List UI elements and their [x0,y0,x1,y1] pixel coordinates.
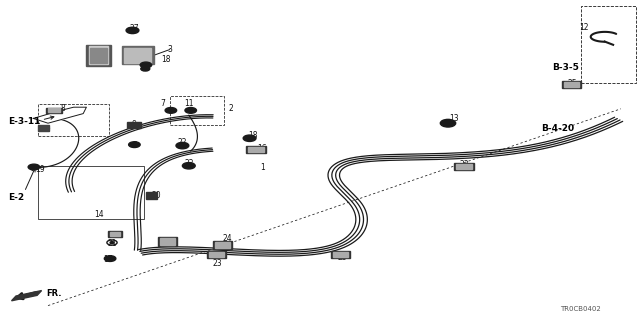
Bar [38,166,144,219]
Text: 4: 4 [92,47,97,56]
Bar [110,232,120,236]
Bar [122,46,154,64]
Bar [333,252,348,257]
Text: 18: 18 [162,55,171,64]
Bar [170,96,224,125]
Bar [564,82,579,87]
Circle shape [176,142,189,149]
Bar [160,238,175,245]
Circle shape [126,27,139,34]
Text: 19: 19 [35,165,45,174]
Text: 27: 27 [129,24,140,33]
Text: 7: 7 [161,100,166,108]
Bar [158,237,177,246]
Text: 9: 9 [132,120,137,129]
Text: 13: 13 [449,114,460,123]
Text: 23: 23 [459,160,469,169]
Circle shape [129,142,140,148]
Circle shape [182,163,195,169]
Circle shape [140,62,152,68]
Bar [581,6,636,83]
Text: 11: 11 [184,100,193,108]
Bar [456,164,472,169]
Circle shape [104,256,116,261]
Text: 24: 24 [222,234,232,243]
Text: TR0CB0402: TR0CB0402 [560,306,601,312]
Circle shape [185,108,196,113]
Text: 25: 25 [568,79,578,88]
Bar [207,251,226,258]
Text: FR.: FR. [47,289,62,298]
Bar [38,125,49,131]
Bar [127,122,141,128]
Text: 21: 21 [108,239,116,248]
Bar [562,81,581,88]
Text: 16: 16 [257,144,268,153]
Circle shape [110,242,114,244]
Text: 1: 1 [260,164,265,172]
Bar [146,192,157,199]
Text: 2: 2 [228,104,233,113]
Bar [246,146,266,153]
Text: 26: 26 [161,237,172,246]
Bar [47,108,63,113]
Bar [49,108,61,112]
Text: 22: 22 [178,138,187,147]
Bar [38,104,109,136]
Circle shape [440,119,456,127]
Bar [215,242,230,248]
Bar [108,231,122,237]
Text: B-4-20: B-4-20 [541,124,574,133]
Text: 3: 3 [167,45,172,54]
Text: E-3-11: E-3-11 [8,117,40,126]
Circle shape [165,108,177,113]
Bar [90,48,107,63]
Bar [86,45,111,66]
Text: 23: 23 [212,260,223,268]
Bar [124,48,151,63]
Polygon shape [33,107,86,123]
Bar [209,252,224,257]
Text: 17: 17 [102,255,113,264]
Bar [454,163,474,170]
Text: 15: 15 [111,231,122,240]
Circle shape [28,164,40,170]
Text: 23: 23 [337,253,348,262]
Polygon shape [12,291,42,301]
Text: E-2: E-2 [8,193,24,202]
Text: 18: 18 [248,132,257,140]
Text: 14: 14 [94,210,104,219]
Bar [331,251,350,258]
Circle shape [243,135,256,141]
Text: B-3-5: B-3-5 [552,63,579,72]
Text: 8: 8 [60,104,65,113]
Text: 5: 5 [132,141,137,150]
Text: 12: 12 [580,23,589,32]
Bar [89,46,108,64]
Text: 6: 6 [145,63,150,72]
Bar [213,241,232,249]
Text: 22: 22 [184,159,193,168]
Circle shape [141,67,150,71]
Text: 10: 10 [41,125,51,134]
Text: 20: 20 [152,191,162,200]
Bar [248,147,264,152]
